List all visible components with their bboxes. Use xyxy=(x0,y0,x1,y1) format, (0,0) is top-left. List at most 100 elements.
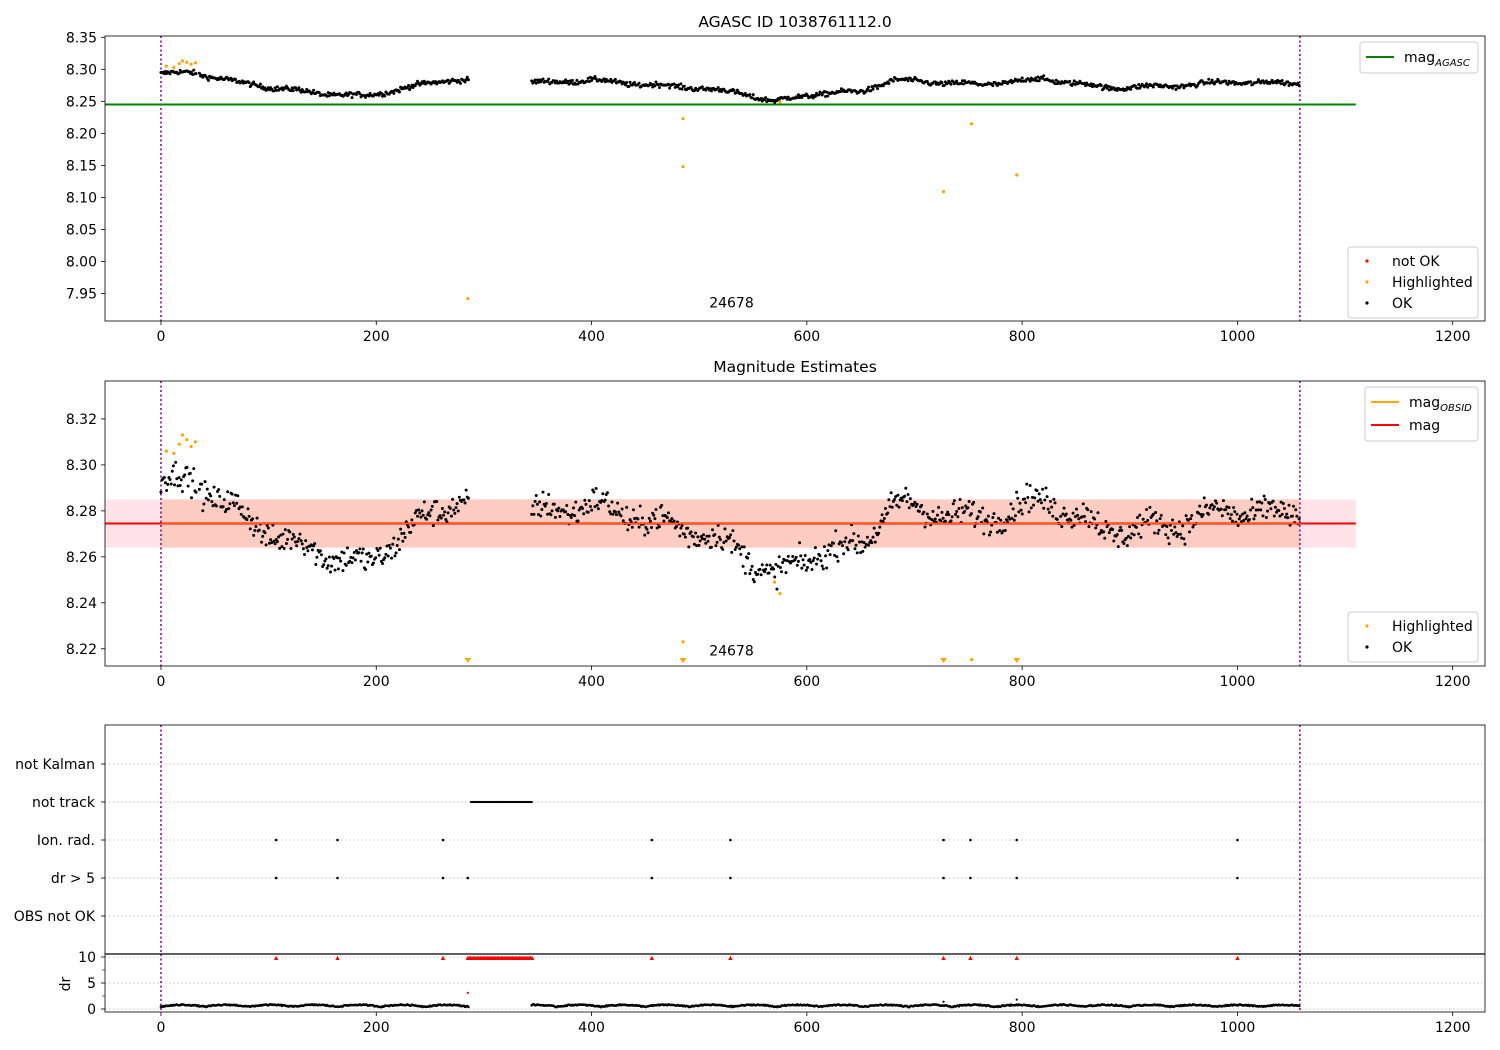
chart-title: Magnitude Estimates xyxy=(713,358,877,376)
ok-point xyxy=(1020,512,1024,516)
ok-point xyxy=(718,538,722,542)
highlighted-point xyxy=(180,59,185,63)
ok-point xyxy=(862,541,866,545)
ok-point xyxy=(865,535,869,539)
ok-point xyxy=(367,551,371,555)
ok-point xyxy=(306,549,310,553)
ok-point xyxy=(963,509,967,513)
ok-point xyxy=(540,508,544,512)
y-tick-label: 8.30 xyxy=(66,458,97,474)
ok-point xyxy=(593,74,597,78)
ok-point xyxy=(1219,507,1223,511)
dr-point xyxy=(467,1005,470,1009)
ok-point xyxy=(982,532,986,536)
ok-point xyxy=(857,540,861,544)
ok-point xyxy=(1186,518,1190,522)
ok-point xyxy=(873,540,877,544)
ok-point xyxy=(1096,511,1100,515)
ok-point xyxy=(295,544,299,548)
ok-point xyxy=(1263,498,1267,502)
ok-point xyxy=(1279,500,1283,504)
ok-point xyxy=(247,514,251,518)
ok-point xyxy=(541,77,545,81)
dr-point xyxy=(1297,1004,1301,1008)
ok-point xyxy=(852,532,856,536)
ok-point xyxy=(298,532,302,536)
ok-point xyxy=(351,556,355,560)
ok-point xyxy=(322,563,326,567)
ok-point xyxy=(240,79,244,83)
ok-point xyxy=(301,547,305,551)
ok-point xyxy=(808,558,812,562)
ok-point xyxy=(1175,535,1179,539)
highlighted-point xyxy=(681,117,685,121)
ok-point xyxy=(956,515,960,519)
ok-point xyxy=(272,89,276,93)
ok-point xyxy=(359,559,363,563)
ok-point xyxy=(547,77,551,81)
ok-point xyxy=(201,509,205,513)
ok-point xyxy=(776,564,780,568)
ok-point xyxy=(621,519,625,523)
ok-point xyxy=(270,541,274,545)
ok-point xyxy=(397,90,401,94)
dr-over-5-point xyxy=(942,876,945,880)
ok-point xyxy=(937,505,941,509)
ok-point xyxy=(391,542,395,546)
ok-point xyxy=(535,78,539,82)
y-tick-label: 8.10 xyxy=(66,190,97,206)
ok-point xyxy=(252,533,256,537)
ok-point xyxy=(992,512,996,516)
ok-point xyxy=(410,518,414,522)
ok-point xyxy=(767,571,771,575)
ok-point xyxy=(1137,83,1141,87)
ok-point xyxy=(1146,518,1150,522)
ok-point xyxy=(279,533,283,537)
ok-point xyxy=(1001,529,1005,533)
ok-point xyxy=(293,540,297,544)
panel-agasc-magnitude: AGASC ID 1038761112.0 24678 0 200 400 600 800 1… xyxy=(66,13,1486,345)
ok-point xyxy=(1102,530,1106,534)
highlighted-point xyxy=(681,165,685,169)
ion-rad-point xyxy=(969,838,972,842)
legend-label-subscript: OBSID xyxy=(1440,403,1472,414)
ok-point xyxy=(650,82,654,86)
ok-point xyxy=(796,559,800,563)
ok-point xyxy=(422,500,426,504)
ok-point xyxy=(531,504,535,508)
ok-point xyxy=(576,519,580,523)
ok-point xyxy=(610,500,614,504)
ok-point xyxy=(1245,514,1249,518)
ok-point xyxy=(1036,75,1040,79)
ok-point xyxy=(1119,525,1123,529)
ok-point xyxy=(677,83,681,87)
ok-point xyxy=(1104,519,1108,523)
ok-point xyxy=(409,530,413,534)
ok-point xyxy=(388,546,392,550)
ok-point xyxy=(633,516,637,520)
highlighted-point xyxy=(164,64,168,68)
ok-point xyxy=(1278,79,1282,83)
ok-point xyxy=(861,549,865,553)
ok-point xyxy=(890,505,894,509)
ok-point xyxy=(666,82,670,86)
ok-point xyxy=(558,515,562,519)
ok-point xyxy=(683,535,687,539)
ok-point xyxy=(836,559,840,563)
ok-point xyxy=(1211,507,1215,511)
ion-rad-point xyxy=(942,838,945,842)
ok-point xyxy=(1173,84,1177,88)
ok-point xyxy=(1108,85,1112,89)
ok-point xyxy=(935,513,939,517)
ok-point xyxy=(566,512,570,516)
ok-point xyxy=(1035,79,1039,83)
ok-point xyxy=(254,525,258,529)
ok-point xyxy=(1181,524,1185,528)
ok-point xyxy=(662,519,666,523)
ok-point xyxy=(1104,83,1108,87)
ok-point xyxy=(1070,525,1074,529)
ok-point xyxy=(1111,527,1115,531)
ok-point xyxy=(652,513,656,517)
ok-point xyxy=(1035,489,1039,493)
ok-point xyxy=(1275,81,1279,85)
